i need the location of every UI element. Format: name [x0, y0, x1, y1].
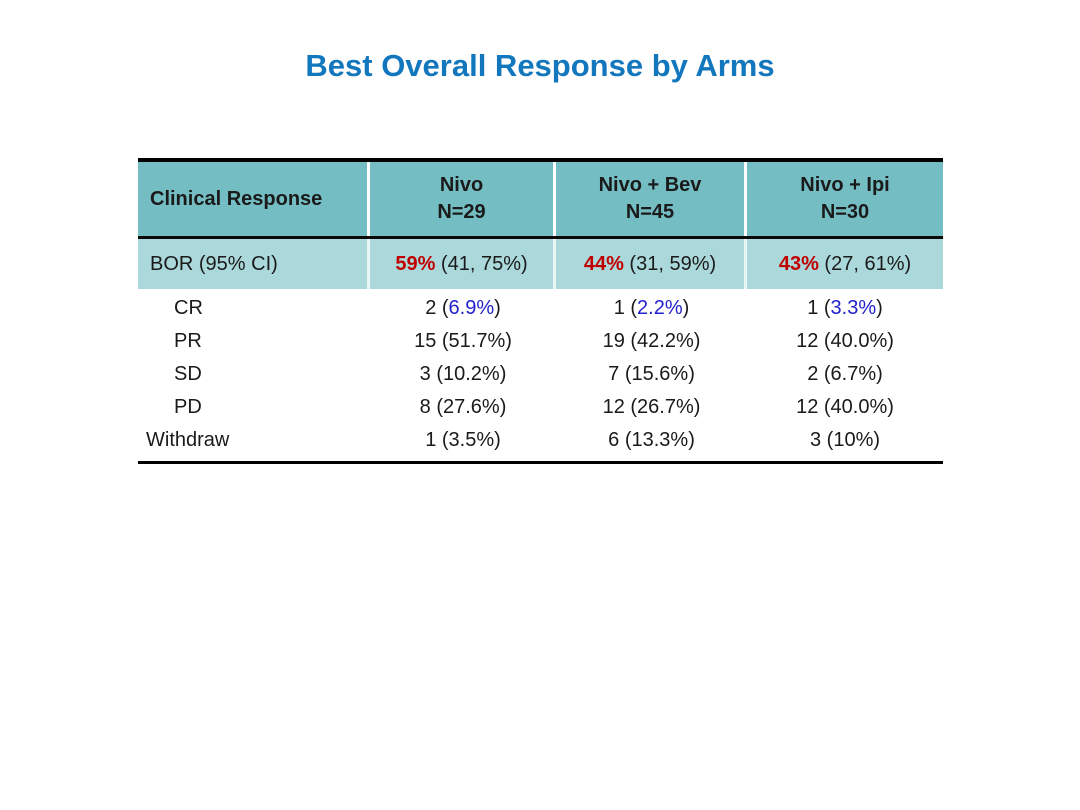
bor-cell-nivo-ipi: 43% (27, 61%)	[747, 239, 943, 289]
table-row-cr: CR 2 (6.9%) 1 (2.2%) 1 (3.3%)	[138, 292, 943, 325]
table-row-pr: PR 15 (51.7%) 19 (42.2%) 12 (40.0%)	[138, 325, 943, 358]
bor-ci: (27, 61%)	[818, 252, 912, 275]
cell-percent: 3.3%	[830, 297, 877, 319]
data-cell: 19 (42.2%)	[602, 330, 701, 352]
data-cell: 6 (13.3%)	[608, 429, 695, 451]
row-label: SD	[174, 363, 202, 385]
header-cell-arm-nivo-bev: Nivo + Bev N=45	[556, 162, 747, 236]
data-cell: 1 (2.2%)	[556, 292, 747, 325]
cell-percent: 2.2%	[637, 297, 683, 319]
row-label: PR	[174, 330, 202, 352]
bor-percent: 59%	[395, 252, 436, 275]
slide-title: Best Overall Response by Arms	[305, 48, 775, 83]
row-label: PD	[174, 396, 202, 418]
arm-name: Nivo + Bev	[598, 174, 702, 196]
data-cell: 3 (10.2%)	[419, 363, 507, 385]
cell-count: 2 (	[425, 297, 449, 319]
data-cell: 7 (15.6%)	[608, 363, 695, 385]
data-cell: 12 (40.0%)	[796, 396, 894, 418]
cell-close: )	[876, 297, 883, 319]
bor-ci: (31, 59%)	[623, 252, 717, 275]
arm-name: Nivo	[439, 174, 484, 196]
cell-close: )	[494, 297, 501, 319]
data-cell: 1 (3.5%)	[425, 429, 501, 451]
header-cell-arm-nivo-ipi: Nivo + Ipi N=30	[747, 162, 943, 236]
cell-percent: 6.9%	[448, 297, 495, 319]
table-body: CR 2 (6.9%) 1 (2.2%) 1 (3.3%) PR 15 (51.…	[138, 289, 943, 461]
header-label: Clinical Response	[150, 187, 323, 210]
header-cell-clinical-response: Clinical Response	[138, 162, 370, 236]
data-cell: 12 (26.7%)	[602, 396, 701, 418]
data-cell: 3 (10%)	[809, 429, 881, 451]
arm-n: N=29	[437, 201, 486, 223]
bor-ci: (41, 75%)	[435, 252, 528, 275]
table-row-withdraw: Withdraw 1 (3.5%) 6 (13.3%) 3 (10%)	[138, 424, 943, 457]
bor-cell-nivo: 59% (41, 75%)	[370, 239, 556, 289]
table-row-sd: SD 3 (10.2%) 7 (15.6%) 2 (6.7%)	[138, 358, 943, 391]
arm-n: N=45	[625, 201, 675, 223]
row-label: Withdraw	[146, 429, 230, 451]
data-cell: 12 (40.0%)	[796, 330, 894, 352]
response-table: Clinical Response Nivo N=29 Nivo + Bev N…	[138, 158, 943, 464]
data-cell: 2 (6.7%)	[807, 363, 883, 385]
data-cell: 15 (51.7%)	[414, 330, 512, 352]
bor-percent: 43%	[778, 252, 819, 275]
cell-close: )	[682, 297, 690, 319]
data-cell: 8 (27.6%)	[419, 396, 507, 418]
bor-percent: 44%	[583, 252, 624, 275]
row-label: CR	[174, 297, 203, 319]
cell-count: 1 (	[807, 297, 831, 319]
bor-cell-nivo-bev: 44% (31, 59%)	[556, 239, 747, 289]
header-cell-arm-nivo: Nivo N=29	[370, 162, 556, 236]
data-cell: 2 (6.9%)	[370, 292, 556, 325]
cell-count: 1 (	[613, 297, 638, 319]
arm-n: N=30	[820, 201, 870, 223]
bor-row: BOR (95% CI) 59% (41, 75%) 44% (31, 59%)…	[138, 239, 943, 289]
table-header-row: Clinical Response Nivo N=29 Nivo + Bev N…	[138, 162, 943, 239]
data-cell: 1 (3.3%)	[747, 292, 943, 325]
arm-name: Nivo + Ipi	[800, 174, 890, 196]
bor-row-label: BOR (95% CI)	[138, 239, 370, 289]
table-row-pd: PD 8 (27.6%) 12 (26.7%) 12 (40.0%)	[138, 391, 943, 424]
